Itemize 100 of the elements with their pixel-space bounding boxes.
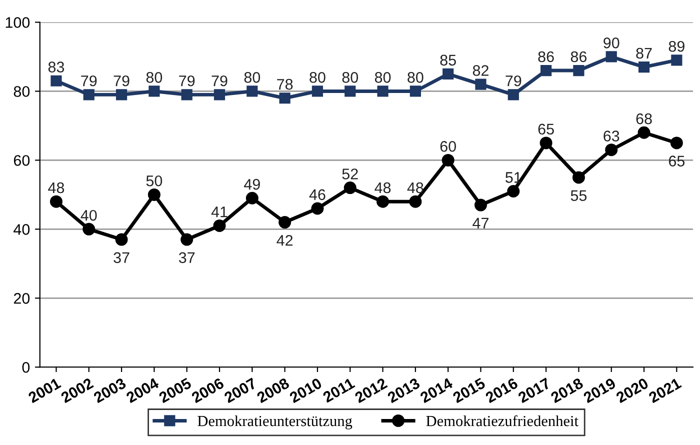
point [474,198,487,212]
data-label: 48 [407,182,424,194]
point [376,195,390,208]
y-tick-label: 60 [14,155,30,166]
y-tick-label: 80 [14,86,30,97]
point [671,54,682,66]
point [82,222,96,236]
y-tick-label: 20 [14,293,30,304]
data-label: 86 [570,51,587,62]
point [344,86,356,97]
data-label: 86 [538,51,554,62]
y-tick-label: 100 [6,17,30,28]
data-label: 65 [538,124,554,135]
data-label: 80 [408,72,424,83]
x-tick-label: 2019 [582,377,616,404]
point [572,171,585,184]
data-label: 79 [81,75,97,86]
point [606,51,617,62]
x-tick-label: 2001 [27,377,62,404]
x-tick-label: 2010 [288,378,323,404]
x-tick-label: 2021 [648,377,682,404]
x-tick-label: 2015 [452,377,486,404]
point [409,195,422,208]
point [410,86,421,97]
point [246,192,258,204]
point [475,78,486,90]
data-label: 79 [506,75,522,86]
point [213,219,226,232]
point [83,89,94,100]
point [344,182,356,194]
data-label: 79 [212,75,228,86]
data-label: 51 [506,172,522,183]
data-label: 42 [276,235,293,246]
data-label: 60 [440,140,456,152]
point [214,89,226,100]
data-label: 37 [178,252,195,264]
legend-label: Demokratiezufriedenheit [426,415,578,426]
data-label: 52 [342,168,358,180]
data-label: 85 [440,54,456,66]
point [279,92,290,104]
data-label: 90 [604,38,620,48]
y-tick-label: 40 [14,224,30,235]
point [507,184,520,198]
x-tick-label: 2017 [517,378,552,404]
point [540,64,552,76]
data-label: 79 [114,75,130,86]
x-tick-label: 2018 [550,377,584,404]
point [50,195,62,208]
data-label: 80 [342,72,358,83]
point [508,89,519,100]
data-label: 50 [146,175,162,186]
point [605,144,618,156]
point [50,75,62,86]
point [670,136,683,150]
data-label: 65 [668,156,685,166]
x-tick-label: 2020 [615,378,650,404]
data-label: 89 [668,40,684,52]
point [638,126,650,139]
data-label: 80 [244,72,260,83]
legend-label: Demokratieunterstützung [198,415,352,430]
x-tick-label: 2016 [484,377,519,404]
x-tick-label: 2013 [386,377,421,404]
data-label: 40 [80,210,97,221]
point [573,64,584,76]
data-label: 80 [146,72,162,83]
x-tick-label: 2002 [60,378,94,404]
x-tick-label: 2007 [223,378,258,404]
point [377,86,388,97]
data-label: 87 [636,48,652,59]
point [180,233,194,246]
point [442,68,454,80]
point [115,233,128,246]
x-tick-label: 2005 [158,377,192,404]
x-tick-label: 2006 [190,377,225,404]
data-label: 37 [114,252,130,264]
x-tick-label: 2011 [322,377,356,403]
data-label: 80 [374,72,391,83]
data-label: 63 [604,130,620,142]
point [540,136,552,150]
data-label: 48 [374,182,391,194]
data-label: 68 [636,113,652,124]
data-label: 46 [309,189,326,200]
data-label: 48 [48,182,64,194]
point [181,89,192,100]
x-tick-label: 2004 [125,377,160,404]
data-label: 79 [179,75,195,86]
point [638,62,650,73]
point [246,86,258,97]
data-label: 78 [277,78,293,90]
x-tick-label: 2008 [256,377,290,404]
point [148,86,160,97]
point [311,202,324,215]
data-label: 47 [472,218,488,228]
point [312,86,324,97]
point [148,188,160,201]
x-tick-label: 2014 [419,377,454,404]
x-tick-label: 2012 [354,378,388,404]
point [442,154,454,166]
data-label: 49 [244,178,260,190]
point [116,89,128,100]
